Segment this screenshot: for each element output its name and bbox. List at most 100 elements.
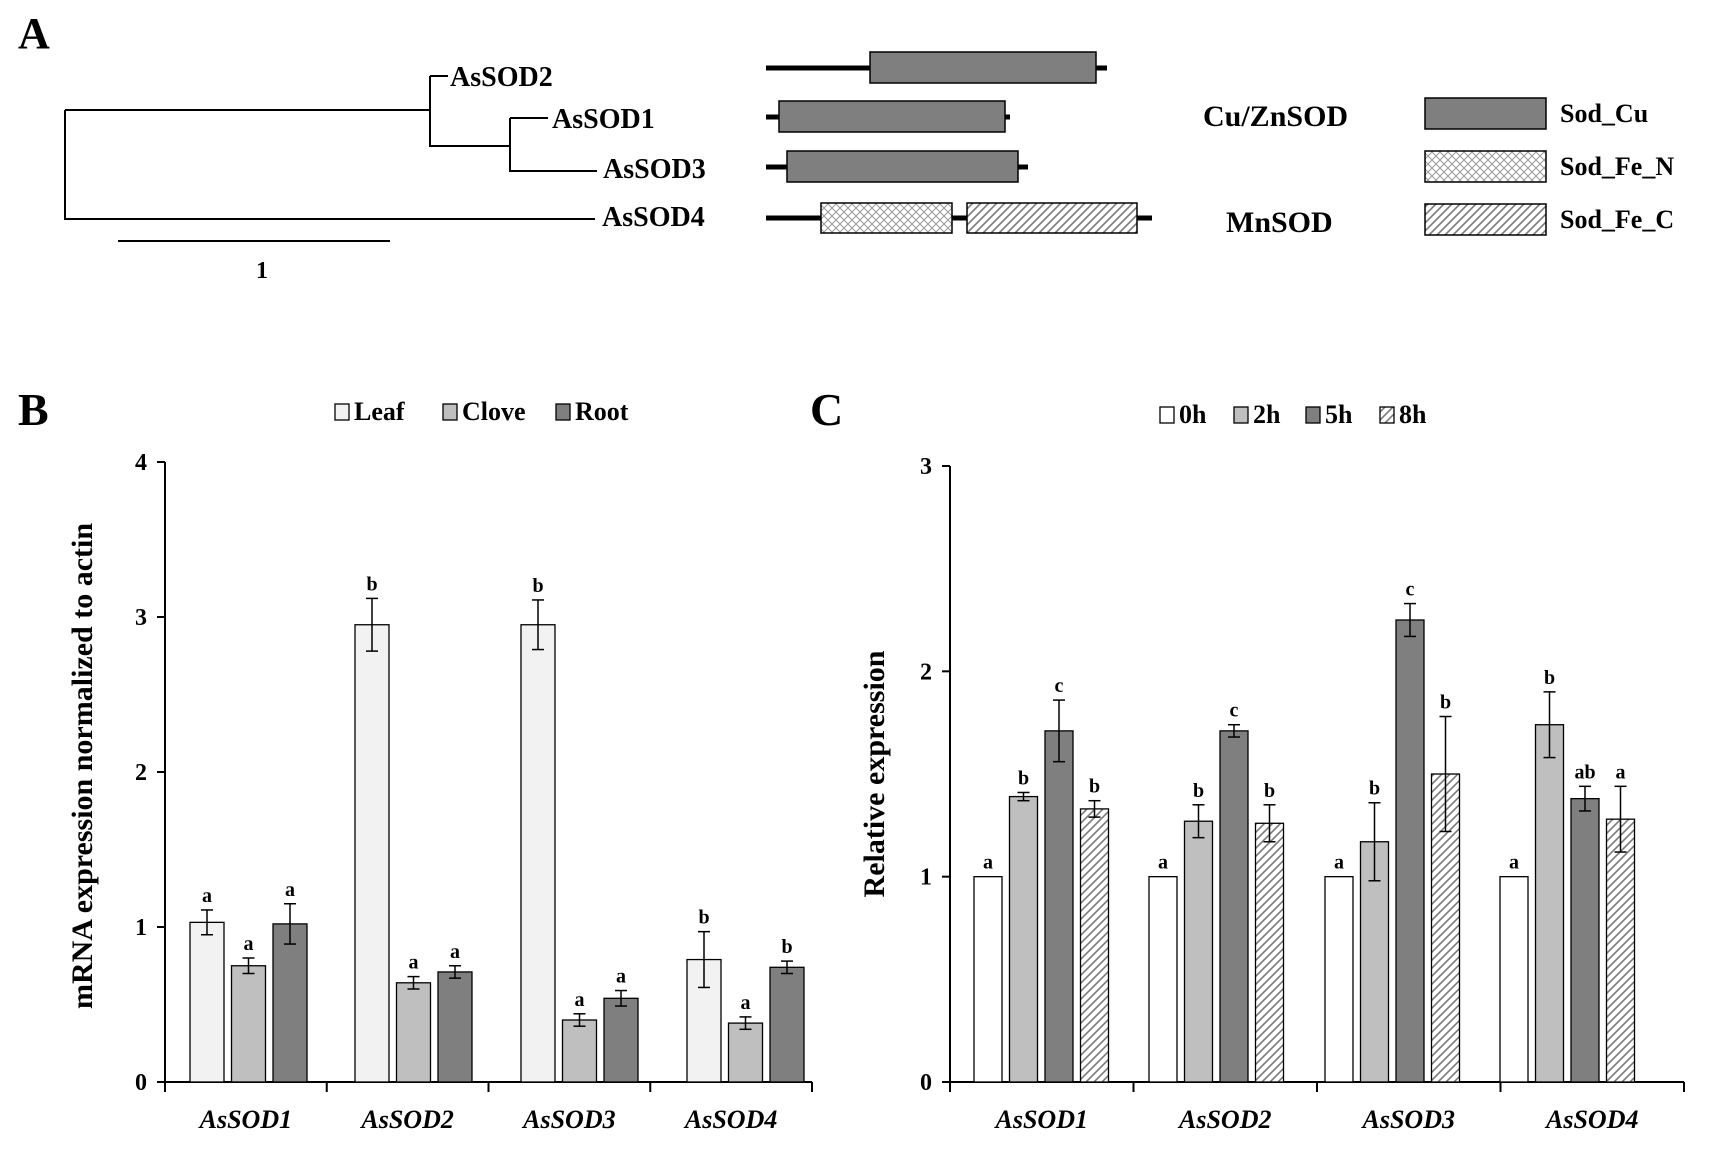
y-tick-label: 1: [135, 915, 147, 941]
bar: [769, 966, 805, 1083]
legend-label: 5h: [1325, 400, 1353, 429]
legend-swatch: [442, 403, 458, 421]
y-tick-label: 3: [135, 605, 147, 631]
legend-swatch: [1305, 406, 1321, 424]
group-label-mnsod: MnSOD: [1226, 206, 1333, 239]
domain-sod-cu-assod2: [869, 51, 1097, 84]
bar: [1008, 795, 1039, 1083]
x-category-label: AsSOD1: [198, 1105, 292, 1134]
significance-letter: a: [616, 966, 626, 988]
bar: [1324, 876, 1354, 1083]
significance-letter: a: [1616, 761, 1626, 783]
significance-letter: ab: [1574, 761, 1595, 783]
significance-letter: a: [1158, 852, 1168, 874]
tree-clade-branch: [429, 76, 510, 147]
significance-letter: c: [1406, 579, 1415, 601]
significance-letter: a: [244, 933, 254, 955]
bar: [1148, 876, 1178, 1083]
legend-label-sod-fe-n: Sod_Fe_N: [1560, 152, 1674, 181]
x-category-label: AsSOD2: [1177, 1105, 1271, 1134]
significance-letter: b: [698, 907, 709, 929]
domain-legend: Sod_Cu Sod_Fe_N Sod_Fe_C: [1424, 97, 1674, 236]
significance-letter: c: [1055, 675, 1064, 697]
significance-letter: b: [532, 575, 543, 597]
tree-label-assod2: AsSOD2: [450, 62, 553, 93]
tree-label-assod4: AsSOD4: [602, 202, 705, 233]
y-axis-label: mRNA expression normalized to actin: [66, 523, 99, 1009]
significance-letter: a: [741, 992, 751, 1014]
legend-label: Root: [575, 397, 629, 426]
bar: [1219, 730, 1249, 1083]
bar: [1183, 820, 1214, 1083]
significance-letter: b: [1544, 667, 1555, 689]
y-tick-label: 1: [920, 865, 932, 891]
x-category-label: AsSOD1: [994, 1105, 1088, 1134]
y-tick-label: 4: [135, 450, 147, 476]
bar: [1605, 818, 1636, 1083]
significance-letter: a: [202, 885, 212, 907]
significance-letter: a: [409, 952, 419, 974]
chart-c: 0 1 2 3 Relative expression AsSOD1 AsSOD2 AsSOD…: [858, 400, 1685, 1134]
x-category-label: AsSOD3: [521, 1105, 615, 1134]
bar: [1570, 797, 1600, 1083]
bar: [1359, 841, 1390, 1083]
bar: [1254, 822, 1285, 1083]
domain-architecture: [766, 51, 1152, 234]
legend-label: 2h: [1253, 400, 1281, 429]
tree-root-branch: [64, 110, 595, 220]
bar: [1079, 808, 1110, 1083]
y-tick-label: 2: [135, 760, 147, 786]
domain-sod-fe-c-assod4: [966, 202, 1138, 234]
bar: [520, 624, 556, 1083]
y-tick-label: 0: [920, 1070, 932, 1096]
panel-label-a: A: [18, 9, 50, 58]
bar: [272, 923, 308, 1083]
legend-swatch-sod-fe-n: [1424, 150, 1547, 183]
chart-b: 0 1 2 3 4 mRNA expression normalized to actin…: [66, 397, 813, 1134]
legend-swatch: [1159, 406, 1175, 424]
bar: [1044, 730, 1074, 1083]
legend-swatch: [555, 403, 571, 421]
x-category-label: AsSOD2: [359, 1105, 453, 1134]
significance-letter: b: [366, 573, 377, 595]
legend-swatch: [1233, 406, 1249, 424]
legend-swatch: [334, 403, 350, 421]
significance-letter: a: [1509, 852, 1519, 874]
bar: [561, 1019, 598, 1083]
legend-label: Clove: [462, 397, 526, 426]
bar: [727, 1022, 764, 1083]
bar: [1534, 724, 1565, 1083]
significance-letter: a: [450, 941, 460, 963]
x-category-label: AsSOD4: [683, 1105, 777, 1134]
domain-sod-cu-assod3: [786, 150, 1019, 183]
significance-letter: a: [1334, 852, 1344, 874]
legend-swatch-sod-fe-c: [1424, 203, 1547, 236]
significance-letter: b: [1089, 776, 1100, 798]
y-tick-label: 0: [135, 1070, 147, 1096]
significance-letter: b: [1440, 692, 1451, 714]
legend-label: 0h: [1179, 400, 1207, 429]
y-tick-label: 2: [920, 659, 932, 685]
y-axis-label: Relative expression: [858, 650, 891, 897]
x-category-label: AsSOD3: [1361, 1105, 1455, 1134]
bar: [1395, 619, 1425, 1083]
panel-label-b: B: [18, 384, 49, 435]
domain-sod-cu-assod1: [778, 100, 1006, 133]
significance-letter: a: [983, 852, 993, 874]
significance-letter: b: [781, 936, 792, 958]
phylogenetic-tree: [64, 75, 597, 242]
bar: [354, 624, 390, 1083]
bar: [603, 997, 639, 1083]
bar: [230, 965, 267, 1083]
significance-letter: b: [1264, 780, 1275, 802]
significance-letter: b: [1369, 778, 1380, 800]
bar: [1499, 876, 1529, 1083]
tree-subclade-branch: [509, 118, 597, 172]
bar: [395, 982, 432, 1083]
significance-letter: c: [1230, 700, 1239, 722]
legend-swatch-sod-cu: [1424, 97, 1547, 130]
tree-label-assod1: AsSOD1: [552, 104, 655, 135]
significance-letter: a: [575, 989, 585, 1011]
panel-label-c: C: [810, 384, 843, 435]
